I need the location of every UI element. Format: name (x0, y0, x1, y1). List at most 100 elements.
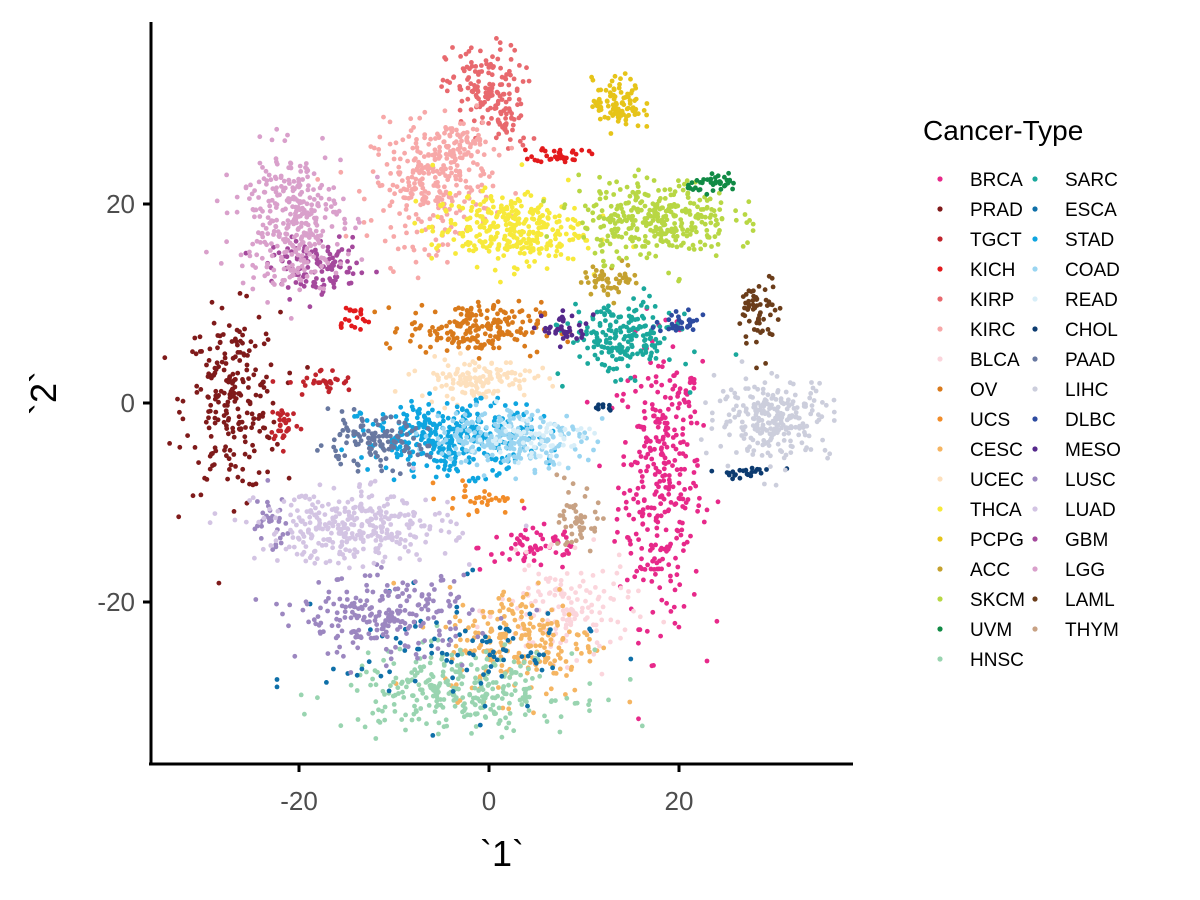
data-point (278, 428, 284, 434)
data-point (350, 629, 355, 635)
data-point (385, 439, 391, 445)
data-point (507, 91, 512, 97)
data-point (657, 324, 663, 329)
data-point (331, 444, 337, 450)
data-point (418, 623, 424, 629)
data-point (621, 462, 627, 468)
data-point (635, 181, 640, 187)
data-point (190, 493, 196, 499)
data-point (507, 435, 512, 441)
data-point (237, 358, 243, 363)
data-point (337, 596, 343, 602)
data-point (382, 554, 388, 560)
data-point (460, 417, 465, 423)
data-point (432, 147, 438, 153)
data-point (372, 442, 378, 447)
data-point (449, 439, 455, 445)
data-point (655, 226, 661, 232)
data-point (370, 421, 376, 427)
data-point (444, 652, 450, 657)
data-point (501, 684, 507, 689)
data-point (444, 401, 450, 406)
data-point (459, 662, 465, 668)
data-point (468, 45, 474, 51)
data-point (551, 148, 557, 154)
data-point (755, 386, 761, 392)
data-point (495, 98, 501, 104)
data-point (502, 510, 508, 515)
data-point (465, 96, 471, 102)
data-point (334, 616, 339, 622)
data-point (661, 619, 667, 625)
data-point (485, 457, 491, 463)
data-point (618, 113, 624, 118)
data-point (541, 220, 547, 226)
data-point (653, 379, 659, 385)
data-point (767, 431, 773, 437)
data-point (533, 643, 539, 649)
data-point (719, 216, 725, 222)
data-point (422, 189, 428, 194)
data-point (377, 720, 383, 725)
data-point (503, 428, 509, 434)
data-point (561, 205, 567, 211)
data-point (500, 91, 506, 97)
data-point (716, 231, 721, 236)
data-point (435, 195, 440, 200)
data-point (277, 535, 283, 541)
data-point (246, 385, 251, 390)
data-point (463, 178, 469, 184)
data-point (645, 527, 650, 532)
data-point (343, 547, 349, 553)
data-point (642, 443, 647, 449)
data-point (540, 599, 546, 604)
data-point (600, 568, 606, 574)
data-point (645, 562, 650, 568)
data-point (324, 680, 329, 685)
data-point (443, 375, 449, 380)
data-point (553, 253, 558, 259)
data-point (535, 205, 541, 211)
data-point (527, 240, 533, 245)
data-point (412, 678, 418, 684)
data-point (678, 466, 684, 472)
data-point (678, 532, 684, 538)
data-point (430, 407, 435, 413)
data-point (766, 412, 772, 418)
data-point (644, 112, 649, 118)
data-point (428, 430, 434, 436)
data-point (654, 481, 659, 487)
data-point (242, 451, 248, 457)
data-point (192, 445, 198, 450)
data-point (592, 273, 598, 279)
data-point (789, 413, 795, 418)
data-point (378, 443, 383, 448)
data-point (504, 72, 509, 77)
data-point (488, 552, 494, 557)
data-point (423, 350, 429, 355)
data-point (713, 253, 719, 259)
data-point (670, 344, 676, 350)
data-point (337, 431, 343, 437)
data-point (394, 326, 400, 331)
data-point (414, 137, 419, 142)
data-point (597, 610, 603, 616)
data-point (429, 672, 434, 677)
data-point (667, 480, 673, 486)
data-point (582, 630, 587, 635)
data-point (478, 342, 484, 348)
data-point (760, 402, 765, 407)
data-point (685, 185, 691, 191)
data-point (709, 410, 715, 416)
data-point (432, 309, 438, 315)
data-point (748, 394, 753, 399)
data-point (659, 217, 665, 223)
data-point (507, 239, 512, 245)
data-point (585, 345, 590, 351)
data-point (759, 453, 765, 458)
data-point (667, 484, 672, 489)
data-point (602, 362, 608, 368)
data-point (474, 94, 480, 100)
data-point (434, 331, 440, 337)
data-point (212, 396, 218, 402)
